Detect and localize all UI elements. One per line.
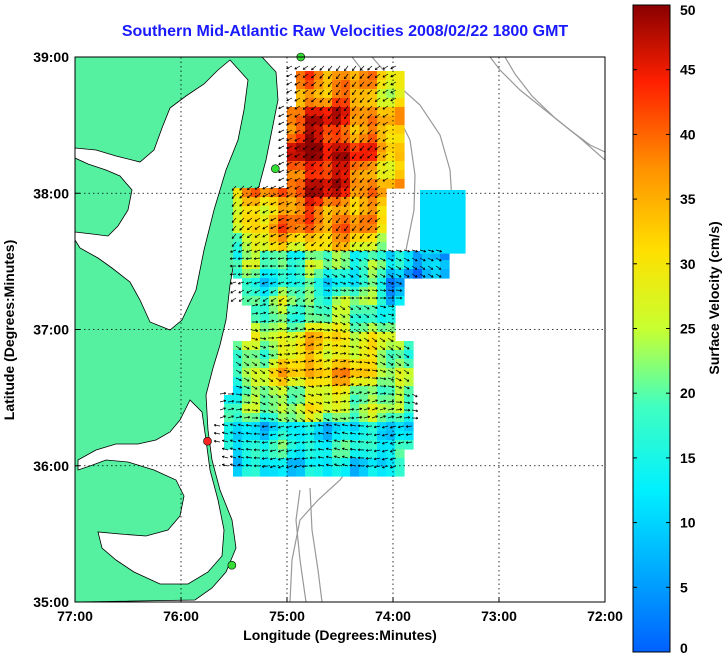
y-tick-label: 35:00 bbox=[33, 594, 69, 610]
radar-station-marker bbox=[271, 164, 280, 174]
radar-station-marker bbox=[203, 436, 212, 446]
x-tick-label: 74:00 bbox=[375, 608, 411, 624]
chart-title: Southern Mid-Atlantic Raw Velocities 200… bbox=[121, 23, 569, 40]
colorbar bbox=[632, 4, 671, 653]
y-axis-label: Latitude (Degrees:Minutes) bbox=[1, 240, 17, 420]
x-tick-label: 73:00 bbox=[481, 608, 517, 624]
y-tick-label: 36:00 bbox=[33, 458, 69, 474]
y-axis-ticks: 39:00 38:00 37:00 36:00 35:00 bbox=[33, 49, 80, 610]
y-tick-label: 37:00 bbox=[33, 322, 69, 338]
x-tick-label: 72:00 bbox=[587, 608, 623, 624]
grid-lines bbox=[75, 57, 605, 602]
x-axis-ticks: 77:00 76:00 75:00 74:00 73:00 72:00 bbox=[57, 597, 623, 624]
x-tick-label: 76:00 bbox=[163, 608, 199, 624]
x-axis-label: Longitude (Degrees:Minutes) bbox=[243, 627, 437, 643]
colorbar-tick-label: 5 bbox=[680, 579, 688, 595]
colorbar-label: Surface Velocity (cm/s) bbox=[706, 221, 722, 374]
colorbar-tick-label: 50 bbox=[680, 2, 696, 18]
colorbar-tick-label: 0 bbox=[680, 640, 688, 656]
colorbar-tick-label: 20 bbox=[680, 385, 696, 401]
chesapeake-bay bbox=[75, 59, 249, 331]
colorbar-tick-label: 15 bbox=[680, 450, 696, 466]
radar-stations bbox=[203, 52, 306, 570]
colorbar-tick-label: 25 bbox=[680, 321, 696, 337]
radar-station-marker bbox=[227, 560, 237, 570]
velocity-arrows bbox=[213, 65, 443, 469]
x-tick-label: 77:00 bbox=[57, 608, 93, 624]
colorbar-tick-label: 45 bbox=[680, 62, 696, 78]
colorbar-tick-label: 40 bbox=[680, 126, 696, 142]
y-tick-label: 38:00 bbox=[33, 185, 69, 201]
colorbar-tick-label: 35 bbox=[680, 191, 696, 207]
colorbar-tick-label: 30 bbox=[680, 256, 696, 272]
pamlico-sound bbox=[77, 399, 225, 585]
colorbar-tick-label: 10 bbox=[680, 515, 696, 531]
y-tick-label: 39:00 bbox=[33, 49, 69, 65]
x-tick-label: 75:00 bbox=[269, 608, 305, 624]
